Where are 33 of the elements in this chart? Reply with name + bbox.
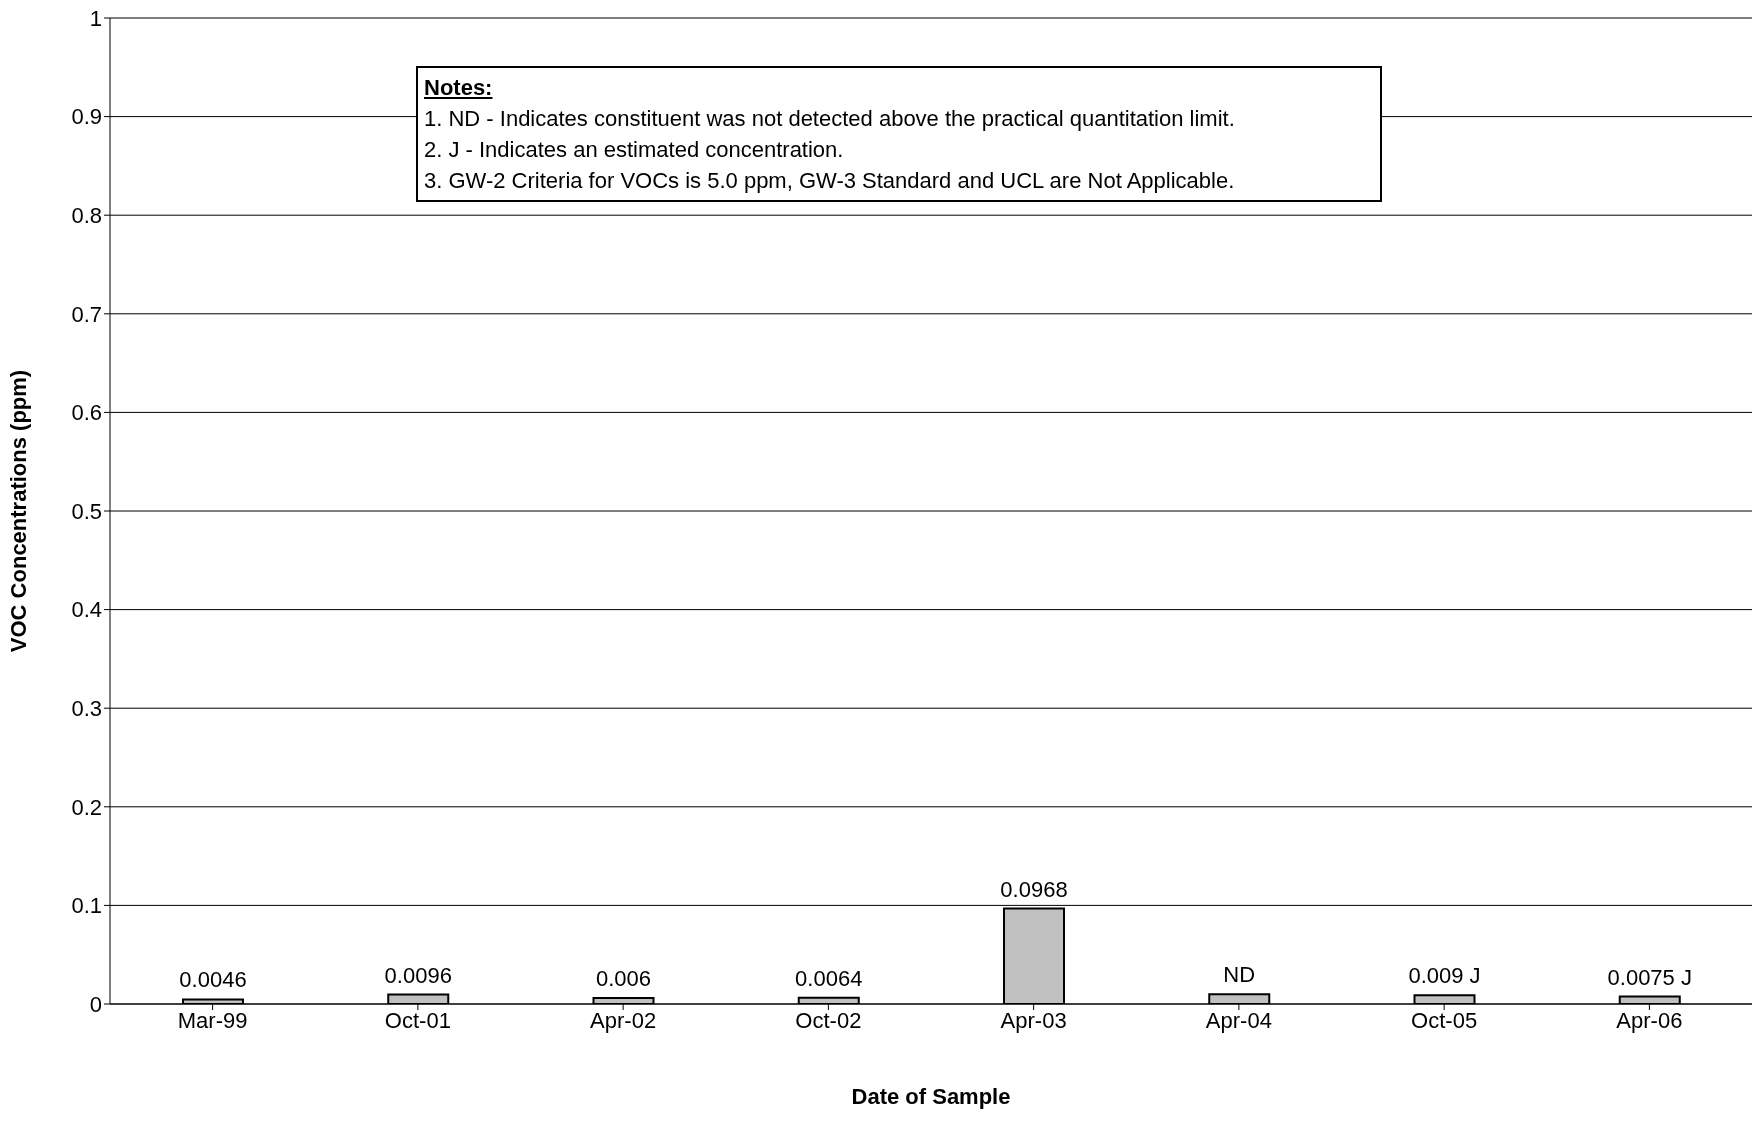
annotation: 1. ND - Indicates constituent was not detected above the practical quantitation limit. <box>424 105 1236 133</box>
data-label: 0.009 J <box>1408 963 1481 989</box>
y-tick-label: 0.1 <box>71 893 102 919</box>
y-axis-title: VOC Concentrations (ppm) <box>5 369 31 653</box>
y-tick-label: 1 <box>89 5 102 31</box>
data-label: 0.0064 <box>795 965 863 991</box>
annotation: 2. J - Indicates an estimated concentration. <box>424 136 845 164</box>
data-label: ND <box>1223 962 1256 988</box>
data-label: 0.0046 <box>179 967 247 993</box>
annotation: Notes: <box>424 74 494 102</box>
y-tick-label: 0.5 <box>71 498 102 524</box>
y-tick-label: 0.2 <box>71 794 102 820</box>
data-label: 0.0075 J <box>1607 964 1692 990</box>
x-tick-label: Mar-99 <box>177 1007 248 1033</box>
data-label: 0.0968 <box>1000 876 1068 902</box>
x-axis-title: Date of Sample <box>851 1084 1011 1109</box>
y-tick-label: 0.4 <box>71 597 102 623</box>
x-tick-label: Apr-06 <box>1616 1007 1683 1033</box>
y-tick-label: 0 <box>89 991 102 1017</box>
annotation: 3. GW-2 Criteria for VOCs is 5.0 ppm, GW-3 Standard and UCL are Not Applicable. <box>424 167 1236 195</box>
y-tick-label: 0.9 <box>71 104 102 130</box>
x-tick-label: Oct-05 <box>1411 1007 1478 1033</box>
y-tick-label: 0.8 <box>71 203 102 229</box>
data-label: 0.006 <box>595 966 652 992</box>
x-tick-label: Apr-04 <box>1205 1007 1272 1033</box>
data-label: 0.0096 <box>384 962 452 988</box>
y-tick-label: 0.3 <box>71 696 102 722</box>
y-tick-label: 0.6 <box>71 400 102 426</box>
x-tick-label: Apr-03 <box>1000 1007 1067 1033</box>
x-tick-label: Apr-02 <box>590 1007 657 1033</box>
x-tick-label: Oct-02 <box>795 1007 862 1033</box>
y-tick-label: 0.7 <box>71 301 102 327</box>
x-tick-label: Oct-01 <box>384 1007 451 1033</box>
